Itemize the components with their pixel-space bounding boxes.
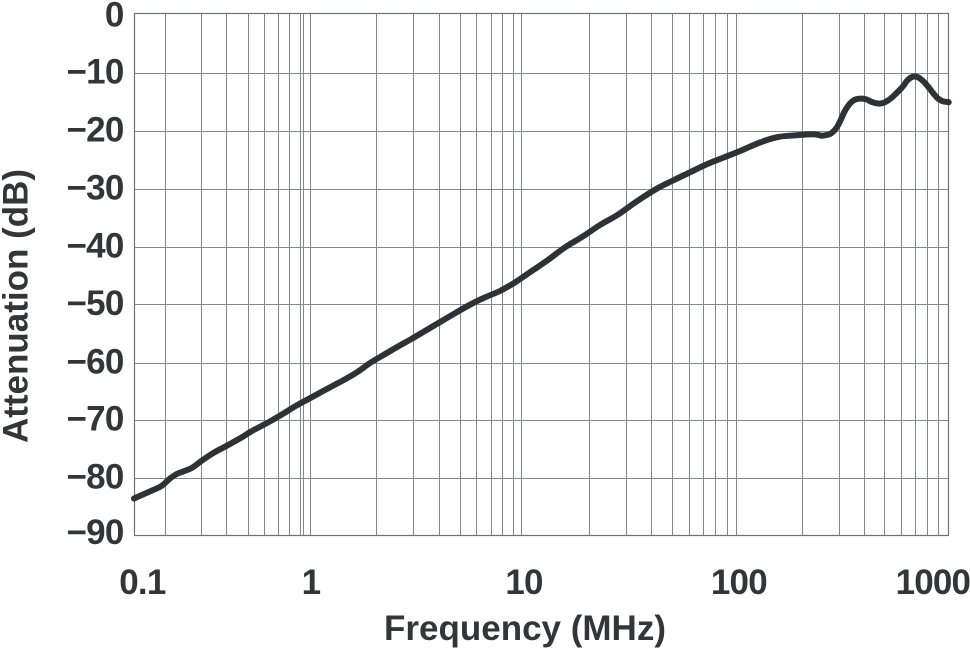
svg-text:0.1: 0.1 xyxy=(119,563,166,602)
svg-text:10: 10 xyxy=(505,563,543,602)
svg-text:−40: −40 xyxy=(67,227,124,266)
svg-text:−80: −80 xyxy=(67,458,124,497)
svg-text:100: 100 xyxy=(711,563,767,602)
svg-text:0: 0 xyxy=(105,0,124,34)
svg-text:−90: −90 xyxy=(67,513,124,552)
svg-text:1000: 1000 xyxy=(896,563,970,602)
svg-text:−10: −10 xyxy=(67,53,124,92)
svg-text:−70: −70 xyxy=(67,400,124,439)
svg-text:−30: −30 xyxy=(67,169,124,208)
svg-text:−20: −20 xyxy=(67,111,124,150)
svg-text:−60: −60 xyxy=(67,342,124,381)
svg-text:Frequency (MHz): Frequency (MHz) xyxy=(384,609,666,648)
svg-text:Attenuation (dB): Attenuation (dB) xyxy=(0,169,36,443)
svg-text:1: 1 xyxy=(302,563,321,602)
svg-text:−50: −50 xyxy=(67,284,124,323)
